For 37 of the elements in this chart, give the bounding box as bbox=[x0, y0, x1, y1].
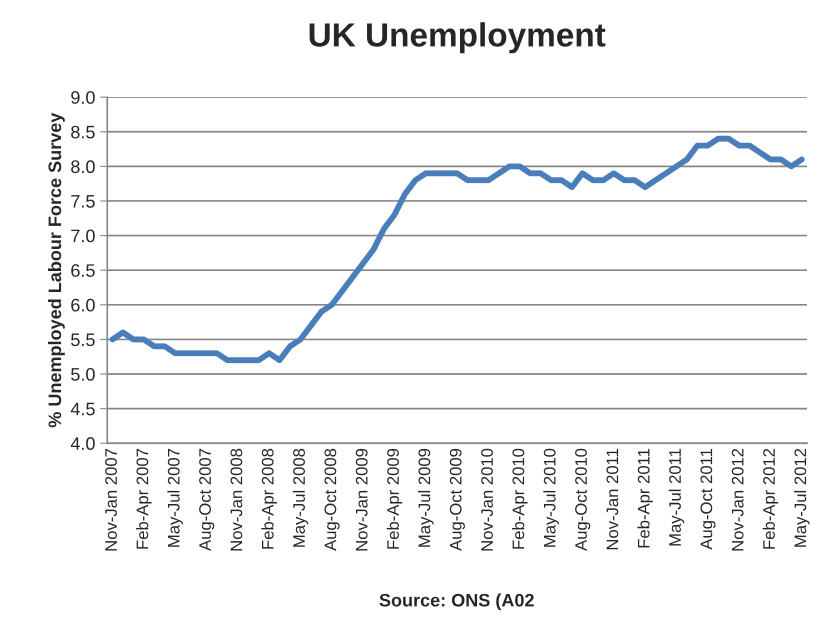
x-tick-label: Nov-Jan 2011 bbox=[606, 448, 618, 550]
x-tick-label: May-Jul 2012 bbox=[794, 448, 810, 547]
x-tick-label: Nov-Jan 2007 bbox=[105, 448, 117, 550]
x-tick-label: Feb-Apr 2012 bbox=[762, 448, 778, 549]
y-tick-label: 8.0 bbox=[71, 160, 95, 174]
x-tick-label: May-Jul 2007 bbox=[167, 448, 183, 547]
x-tick-label: Nov-Jan 2009 bbox=[356, 448, 368, 550]
x-tick-label: Aug-Oct 2010 bbox=[575, 448, 590, 551]
x-tick-label: Feb-Apr 2010 bbox=[512, 448, 528, 549]
y-tick-label: 6.0 bbox=[71, 298, 95, 312]
x-tick-label: Aug-Oct 2009 bbox=[450, 448, 465, 551]
y-tick-label: 5.5 bbox=[71, 334, 95, 346]
y-tick-label: 8.5 bbox=[71, 126, 95, 138]
x-tick-label: May-Jul 2008 bbox=[292, 448, 308, 547]
y-tick-label: 9.0 bbox=[71, 91, 95, 104]
x-tick-label: May-Jul 2009 bbox=[418, 448, 434, 547]
y-tick-label: 5.0 bbox=[71, 368, 95, 381]
x-tick-label: Aug-Oct 2007 bbox=[199, 448, 214, 551]
y-tick-label: 4.5 bbox=[70, 402, 95, 416]
x-tick-label: Nov-Jan 2008 bbox=[230, 448, 242, 550]
source-note: Source: ONS (A02 bbox=[379, 593, 534, 610]
x-tick-label: Aug-Oct 2011 bbox=[700, 448, 716, 550]
y-tick-label: 7.0 bbox=[71, 230, 95, 242]
x-tick-label: Nov-Jan 2012 bbox=[732, 448, 744, 550]
x-tick-label: Aug-Oct 2008 bbox=[324, 448, 340, 551]
y-tick-label: 7.5 bbox=[71, 195, 95, 208]
y-tick-label: 6.5 bbox=[71, 264, 95, 277]
x-tick-label: May-Jul 2011 bbox=[668, 448, 684, 546]
x-tick-label: Feb-Apr 2011 bbox=[637, 448, 653, 548]
x-tick-label: Feb-Apr 2007 bbox=[136, 448, 152, 549]
x-tick-label: May-Jul 2010 bbox=[543, 448, 559, 547]
x-tick-label: Feb-Apr 2008 bbox=[261, 448, 277, 549]
x-tick-label: Feb-Apr 2009 bbox=[386, 448, 402, 549]
x-tick-label: Nov-Jan 2010 bbox=[481, 448, 493, 550]
y-tick-label: 4.0 bbox=[70, 437, 95, 450]
y-axis-title: % Unemployed Labour Force Survey bbox=[48, 112, 65, 428]
chart-title: UK Unemployment bbox=[310, 22, 606, 54]
